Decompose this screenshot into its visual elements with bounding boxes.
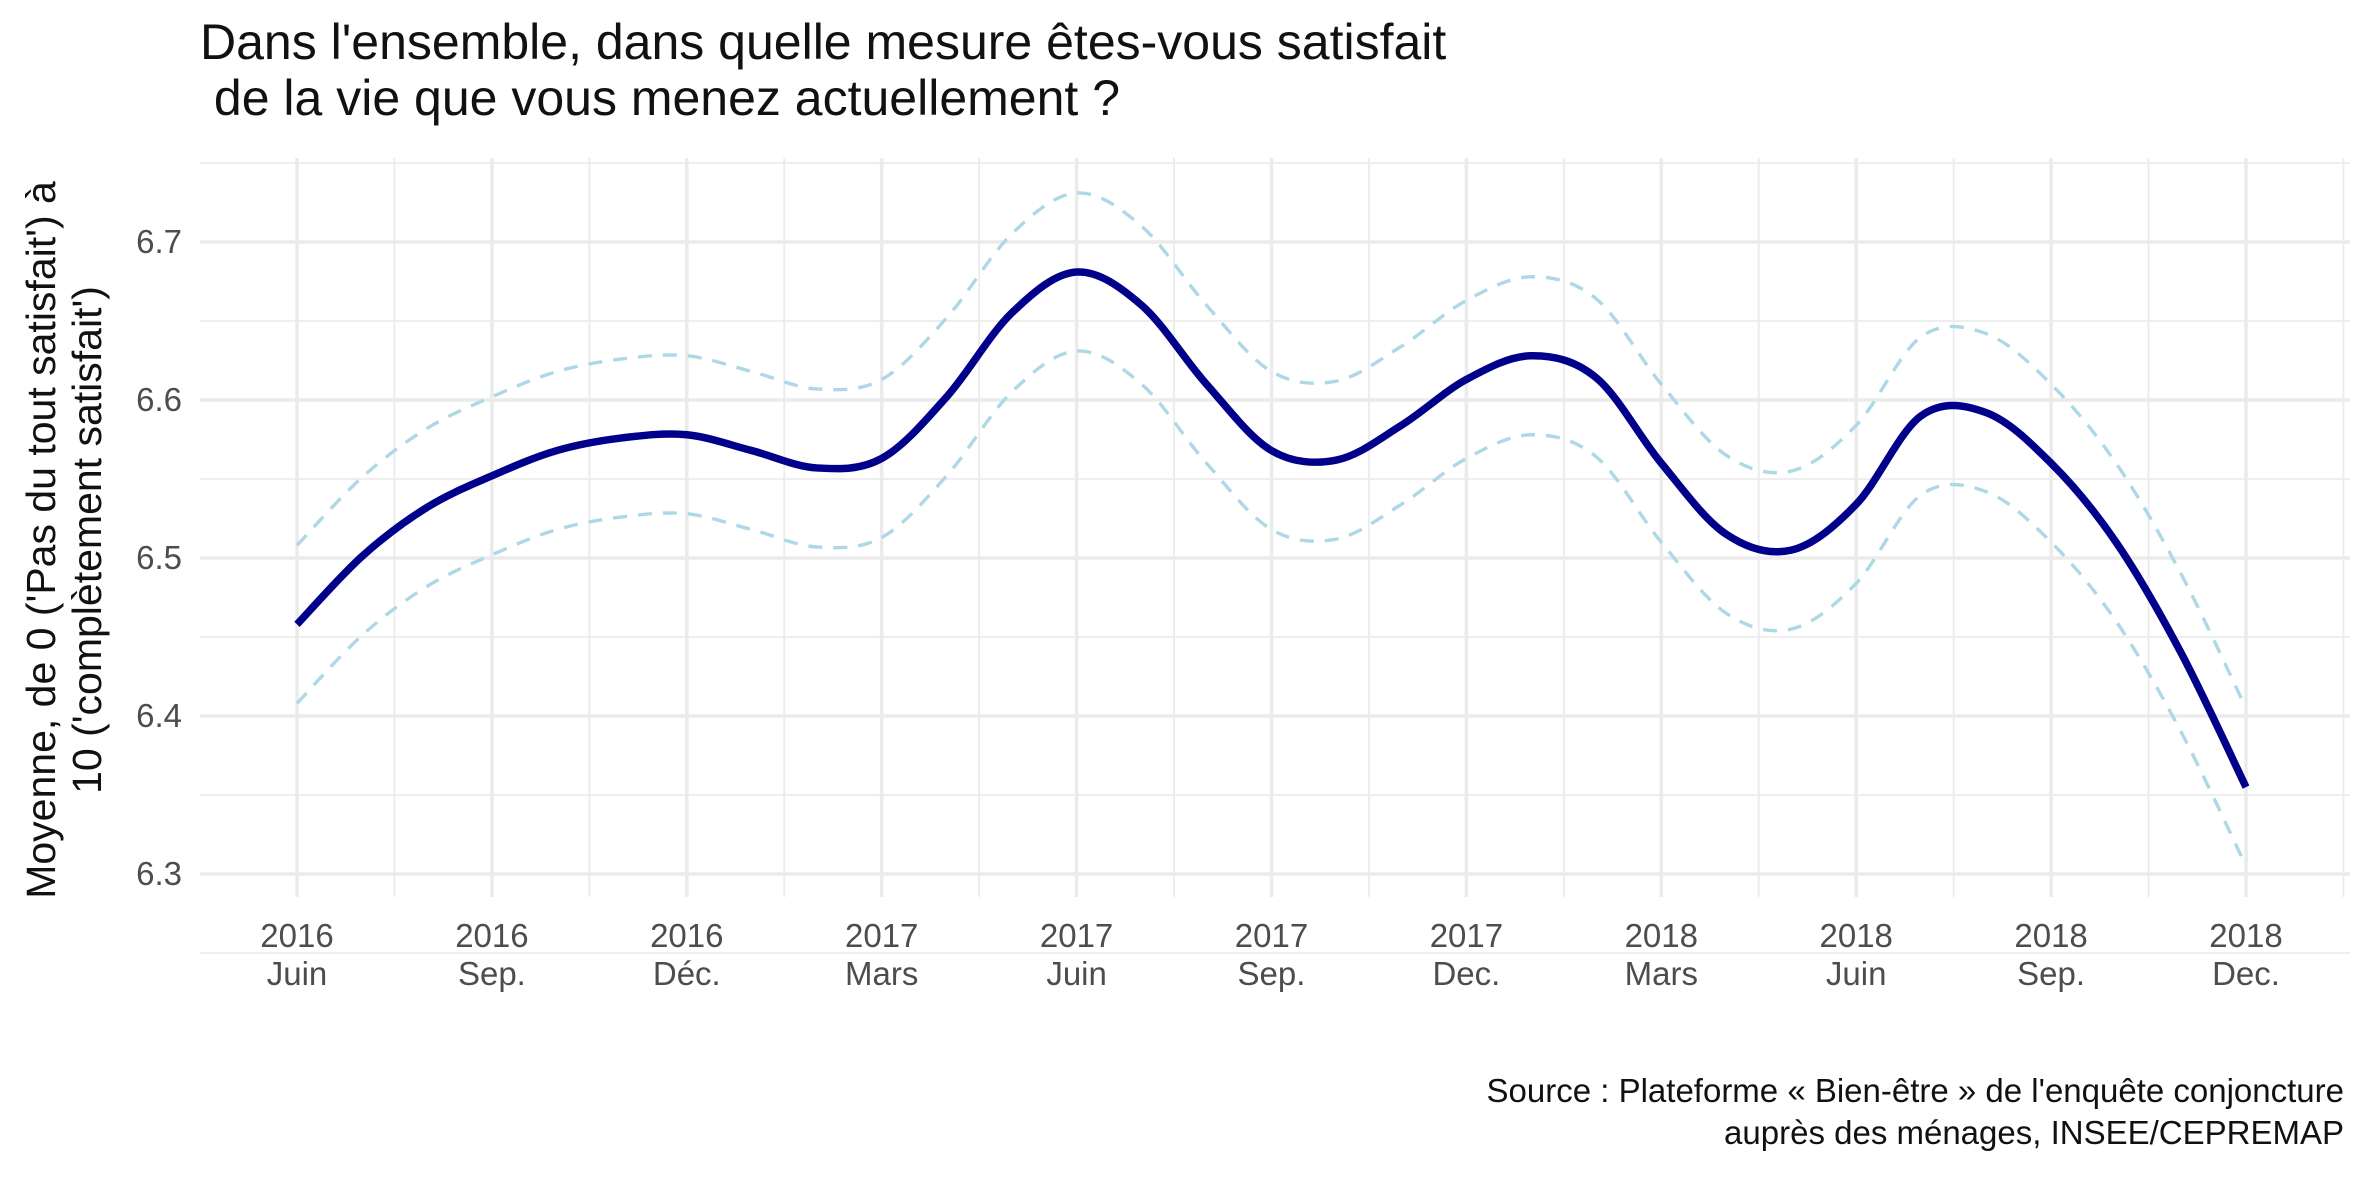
x-tick-label: 2018 Sep. bbox=[2014, 917, 2087, 992]
x-tick-label: 2017 Juin bbox=[1040, 917, 1113, 992]
x-tick-label: 2018 Juin bbox=[1819, 917, 1892, 992]
major-gridlines bbox=[200, 158, 2350, 897]
series-line-upper-bound bbox=[295, 191, 2248, 709]
y-tick-label: 6.6 bbox=[136, 381, 182, 418]
x-tick-label: 2018 Dec. bbox=[2209, 917, 2282, 992]
x-tick-label: 2016 Sep. bbox=[455, 917, 528, 992]
y-axis-title: Moyenne, de 0 ('Pas du tout satisfait') … bbox=[18, 181, 110, 899]
x-tick-label: 2018 Mars bbox=[1625, 917, 1698, 992]
y-tick-label: 6.5 bbox=[136, 539, 182, 576]
x-tick-label: 2016 Juin bbox=[260, 917, 333, 992]
minor-gridlines bbox=[200, 158, 2350, 954]
x-tick-label: 2017 Mars bbox=[845, 917, 918, 992]
series-line-mean bbox=[294, 268, 2250, 789]
x-tick-label: 2017 Dec. bbox=[1430, 917, 1503, 992]
chart-caption: Source : Plateforme « Bien-être » de l'e… bbox=[1486, 1072, 2344, 1151]
x-axis-tick-labels: 2016 Juin 2016 Sep. 2016 Déc. 2017 Mars 2017 Juin… bbox=[260, 917, 2282, 992]
series-line-lower-bound bbox=[295, 349, 2248, 867]
y-tick-label: 6.7 bbox=[136, 223, 182, 260]
y-axis-tick-labels: 6.3 6.4 6.5 6.6 6.7 bbox=[136, 223, 182, 892]
y-tick-label: 6.4 bbox=[136, 697, 182, 734]
x-tick-label: 2016 Déc. bbox=[650, 917, 723, 992]
chart-title: Dans l'ensemble, dans quelle mesure êtes… bbox=[200, 14, 1447, 126]
series-layer bbox=[294, 191, 2250, 867]
x-tick-label: 2017 Sep. bbox=[1235, 917, 1308, 992]
y-tick-label: 6.3 bbox=[136, 855, 182, 892]
